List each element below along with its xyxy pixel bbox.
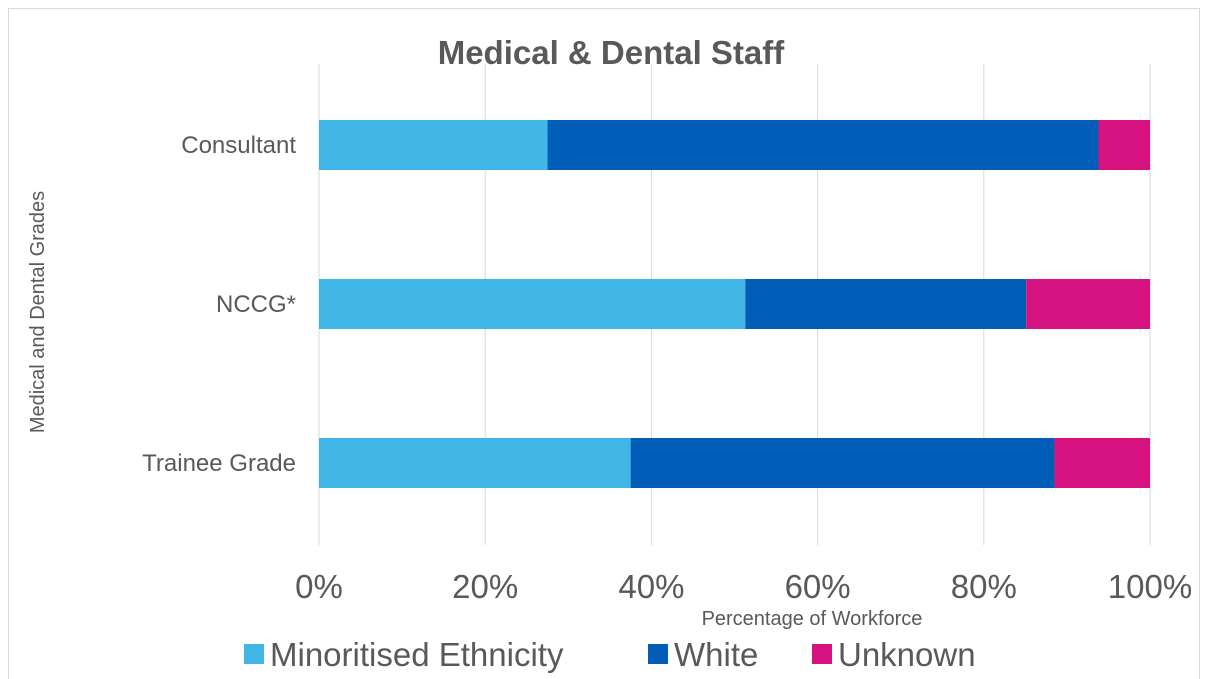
legend-swatch (812, 644, 832, 664)
bar-segment (1054, 438, 1150, 488)
category-label: Trainee Grade (142, 450, 296, 477)
bar-segment (1098, 120, 1150, 170)
bar-segment (548, 120, 1099, 170)
legend-label: Unknown (838, 636, 976, 673)
legend: Minoritised Ethnicity White Unknown (244, 636, 976, 673)
legend-label: White (674, 636, 758, 673)
category-label: NCCG* (216, 291, 296, 318)
bar-segment (745, 279, 1026, 329)
x-axis-title: Percentage of Workforce (702, 608, 923, 630)
bar-segment (319, 120, 548, 170)
x-tick-labels: 0% 20% 40% 60% 80% 100% (295, 568, 1192, 605)
category-label: Consultant (181, 132, 296, 159)
x-tick-label: 80% (951, 568, 1017, 605)
legend-label: Minoritised Ethnicity (270, 636, 564, 673)
x-tick-label: 40% (618, 568, 684, 605)
x-tick-label: 20% (452, 568, 518, 605)
legend-swatch (648, 644, 668, 664)
bar-segment (631, 438, 1055, 488)
x-tick-label: 100% (1108, 568, 1192, 605)
x-tick-label: 0% (295, 568, 343, 605)
category-labels: Consultant NCCG* Trainee Grade (142, 132, 296, 477)
bars (319, 120, 1150, 488)
chart-title: Medical & Dental Staff (438, 34, 786, 71)
x-tick-label: 60% (785, 568, 851, 605)
y-axis-title: Medical and Dental Grades (27, 191, 49, 433)
legend-swatch (244, 644, 264, 664)
bar-segment (319, 279, 745, 329)
bar-segment (1026, 279, 1150, 329)
bar-segment (319, 438, 631, 488)
